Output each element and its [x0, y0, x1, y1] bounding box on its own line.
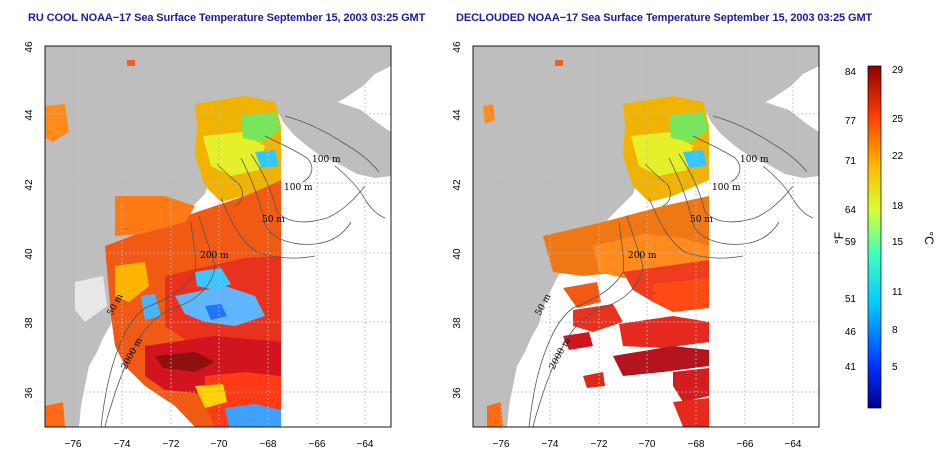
- f-tick-label: 64: [845, 205, 857, 216]
- left-map-title: RU COOL NOAA−17 Sea Surface Temperature …: [28, 12, 426, 24]
- c-tick-label: 22: [892, 151, 904, 162]
- y-tick-label: 36: [452, 387, 463, 399]
- colorbar-celsius-ticks: 29 25 22 18 15 11 8 5: [892, 65, 904, 373]
- y-tick-label: 44: [24, 109, 35, 121]
- f-tick-label: 71: [845, 156, 857, 167]
- y-tick-label: 38: [452, 317, 463, 329]
- x-tick-label: −68: [260, 439, 277, 450]
- contour-label-100m: 100 m: [740, 155, 769, 165]
- colorbar-gradient: [867, 65, 882, 409]
- y-tick-label: 36: [24, 387, 35, 399]
- f-tick-label: 77: [845, 116, 857, 127]
- right-map-panel: 100 m 100 m 50 m 200 m 50 m 2000 m 36 38…: [452, 41, 820, 450]
- contour-label-100m-b: 100 m: [284, 183, 313, 193]
- y-tick-label: 44: [452, 109, 463, 121]
- right-y-axis: 36 38 40 42 44 46: [452, 41, 463, 399]
- right-map-title: DECLOUDED NOAA−17 Sea Surface Temperatur…: [456, 12, 873, 24]
- left-y-axis: 36 38 40 42 44 46: [24, 41, 35, 399]
- contour-label-100m-b: 100 m: [712, 183, 741, 193]
- contour-label-50m: 50 m: [262, 215, 285, 225]
- x-tick-label: −66: [309, 439, 326, 450]
- y-tick-label: 42: [24, 179, 35, 191]
- f-tick-label: 46: [845, 327, 857, 338]
- colorbar: 84 77 71 64 59 51 46 41 29 25 22 18 15 1…: [832, 65, 936, 409]
- c-tick-label: 5: [892, 362, 898, 373]
- x-tick-label: −72: [163, 439, 180, 450]
- x-tick-label: −70: [211, 439, 228, 450]
- f-tick-label: 84: [845, 67, 857, 78]
- contour-label-200m: 200 m: [628, 251, 657, 261]
- y-tick-label: 42: [452, 179, 463, 191]
- f-tick-label: 41: [845, 362, 857, 373]
- f-tick-label: 59: [845, 237, 857, 248]
- c-tick-label: 11: [892, 287, 903, 298]
- y-tick-label: 46: [24, 41, 35, 53]
- y-tick-label: 40: [24, 248, 35, 260]
- left-x-axis: −76 −74 −72 −70 −68 −66 −64: [65, 439, 374, 450]
- y-tick-label: 38: [24, 317, 35, 329]
- x-tick-label: −64: [357, 439, 374, 450]
- fahrenheit-unit-label: °F: [832, 232, 846, 244]
- x-tick-label: −74: [542, 439, 559, 450]
- f-tick-label: 51: [845, 294, 857, 305]
- contour-label-100m: 100 m: [312, 155, 341, 165]
- right-sst-field: [483, 60, 709, 427]
- x-tick-label: −76: [493, 439, 510, 450]
- contour-label-200m: 200 m: [200, 251, 229, 261]
- x-tick-label: −64: [785, 439, 802, 450]
- c-tick-label: 25: [892, 114, 904, 125]
- c-tick-label: 18: [892, 201, 904, 212]
- celsius-unit-label: °C: [922, 231, 936, 245]
- left-map-panel: 100 m 100 m 50 m 200 m 50 m 2000 m 36 38…: [24, 41, 392, 450]
- x-tick-label: −70: [639, 439, 656, 450]
- right-x-axis: −76 −74 −72 −70 −68 −66 −64: [493, 439, 802, 450]
- c-tick-label: 8: [892, 325, 898, 336]
- x-tick-label: −76: [65, 439, 82, 450]
- colorbar-fahrenheit-ticks: 84 77 71 64 59 51 46 41: [845, 67, 857, 373]
- contour-label-50m: 50 m: [690, 215, 713, 225]
- x-tick-label: −68: [688, 439, 705, 450]
- c-tick-label: 15: [892, 237, 904, 248]
- x-tick-label: −66: [737, 439, 754, 450]
- c-tick-label: 29: [892, 65, 904, 76]
- y-tick-label: 46: [452, 41, 463, 53]
- x-tick-label: −74: [114, 439, 131, 450]
- x-tick-label: −72: [591, 439, 608, 450]
- y-tick-label: 40: [452, 248, 463, 260]
